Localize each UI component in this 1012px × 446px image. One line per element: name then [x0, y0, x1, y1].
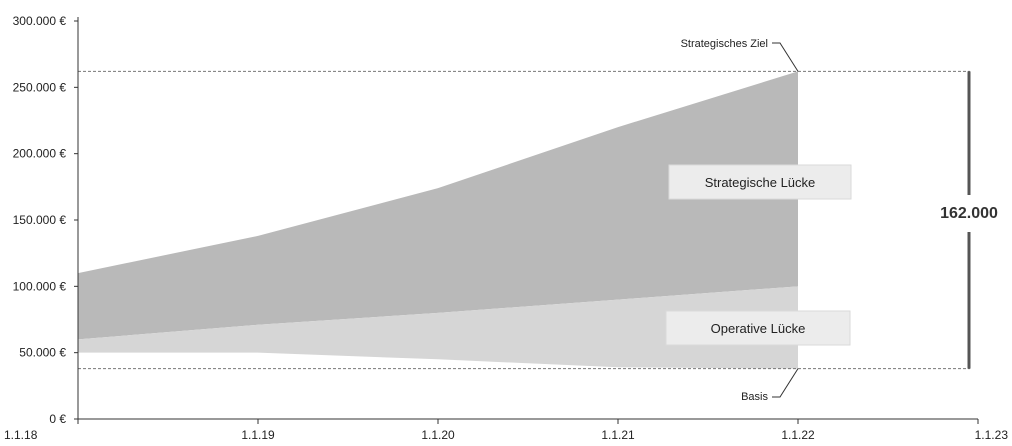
axes: [74, 17, 979, 424]
strategic-gap-label-box: [668, 164, 852, 200]
band-strategic-gap: [78, 71, 798, 340]
x-tick-label: 1.1.20: [421, 428, 455, 442]
area-bands: [78, 71, 798, 369]
y-tick-label: 250.000 €: [13, 80, 67, 94]
strategic-gap-label: Strategische Lücke: [668, 164, 852, 200]
operative-gap-label: Operative Lücke: [665, 310, 851, 346]
y-tick-labels: 0 € 50.000 € 100.000 € 150.000 € 200.000 € 25…: [13, 14, 67, 426]
x-tick-labels: 1.1.18 1.1.19 1.1.20 1.1.21 1.1.22 1.1.23: [4, 428, 1008, 442]
strategic-goal-leader: [772, 42, 799, 72]
y-tick-label: 200.000 €: [13, 147, 67, 161]
operative-gap-label-box: [665, 310, 851, 346]
band-operative-gap: [78, 286, 798, 369]
x-tick-label: 1.1.22: [781, 428, 815, 442]
y-tick-label: 0 €: [49, 412, 66, 426]
operative-gap-label-text: Operative Lücke: [711, 321, 806, 336]
x-tick-label: 1.1.19: [241, 428, 275, 442]
gap-value: 162.000: [940, 205, 998, 222]
reference-lines: [78, 70, 970, 370]
strategic-gap-label-text: Strategische Lücke: [705, 175, 816, 190]
y-tick-label: 50.000 €: [19, 346, 66, 360]
strategic-goal-annotation: Strategisches Ziel: [681, 38, 768, 50]
basis-annotation: Basis: [741, 391, 768, 403]
y-tick-label: 300.000 €: [13, 14, 67, 28]
x-tick-label: 1.1.18: [4, 428, 38, 442]
y-tick-label: 100.000 €: [13, 279, 67, 293]
y-tick-label: 150.000 €: [13, 213, 67, 227]
basis-leader: [772, 368, 799, 398]
x-tick-label: 1.1.21: [601, 428, 635, 442]
x-tick-label: 1.1.23: [975, 428, 1009, 442]
